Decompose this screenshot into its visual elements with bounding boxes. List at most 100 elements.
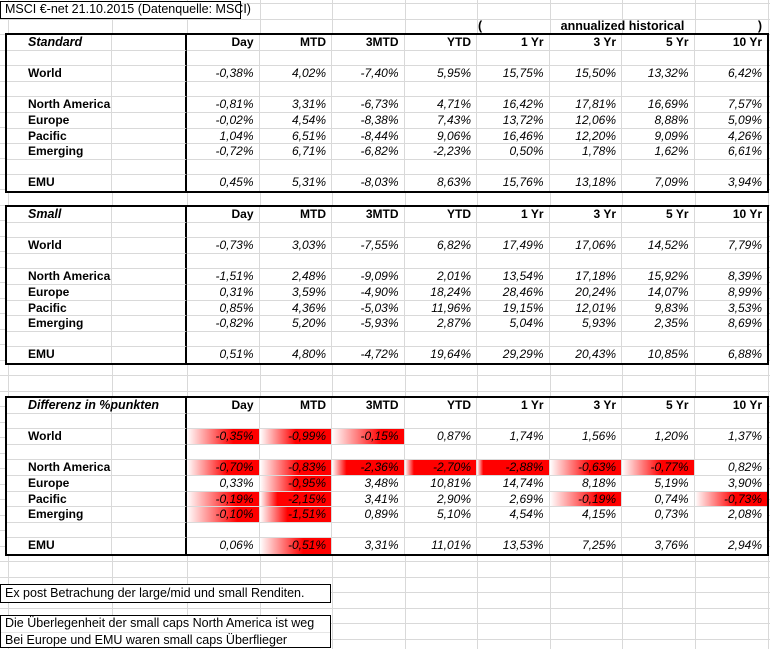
empty-cell[interactable] bbox=[112, 316, 187, 332]
value-cell[interactable]: 3,48% bbox=[332, 475, 405, 492]
empty-cell[interactable] bbox=[477, 222, 550, 239]
value-cell[interactable]: 5,10% bbox=[404, 507, 477, 523]
empty-cell[interactable] bbox=[549, 522, 622, 539]
value-cell[interactable]: 7,57% bbox=[694, 97, 767, 113]
value-cell[interactable]: 4,71% bbox=[404, 97, 477, 113]
value-cell[interactable]: 2,48% bbox=[259, 269, 332, 285]
table-title-cell[interactable]: Differenz in %punkten bbox=[7, 398, 159, 414]
empty-cell[interactable] bbox=[7, 222, 112, 239]
value-cell[interactable]: 7,25% bbox=[550, 538, 622, 554]
empty-cell[interactable] bbox=[112, 207, 187, 223]
value-cell[interactable]: 6,42% bbox=[694, 66, 767, 82]
column-header-cell[interactable]: 10 Yr bbox=[694, 398, 767, 414]
empty-cell[interactable] bbox=[549, 50, 622, 67]
empty-cell[interactable] bbox=[477, 522, 550, 539]
empty-cell[interactable] bbox=[112, 253, 187, 270]
value-cell[interactable]: 15,50% bbox=[549, 66, 622, 82]
empty-cell[interactable] bbox=[694, 445, 767, 461]
value-cell[interactable]: -0,73% bbox=[187, 238, 260, 254]
value-cell[interactable]: -8,03% bbox=[332, 175, 405, 191]
value-cell[interactable]: 4,36% bbox=[259, 300, 332, 317]
value-cell[interactable]: -0,35% bbox=[187, 429, 260, 445]
value-cell[interactable]: 12,01% bbox=[549, 300, 622, 317]
empty-cell[interactable] bbox=[112, 112, 187, 129]
empty-cell[interactable] bbox=[549, 222, 622, 239]
column-header-cell[interactable]: 10 Yr bbox=[694, 207, 767, 223]
value-cell[interactable]: -0,82% bbox=[187, 316, 260, 332]
value-cell[interactable]: 0,85% bbox=[187, 300, 260, 317]
empty-cell[interactable] bbox=[622, 50, 695, 67]
empty-cell[interactable] bbox=[112, 300, 187, 317]
empty-cell[interactable] bbox=[549, 159, 622, 176]
value-cell[interactable]: 15,76% bbox=[477, 175, 550, 191]
value-cell[interactable]: 15,92% bbox=[622, 269, 695, 285]
value-cell[interactable]: 0,87% bbox=[404, 429, 477, 445]
empty-cell[interactable] bbox=[332, 50, 405, 67]
empty-cell[interactable] bbox=[332, 253, 405, 270]
value-cell[interactable]: 6,88% bbox=[727, 347, 762, 362]
row-label-cell[interactable]: Europe bbox=[7, 284, 112, 301]
empty-cell[interactable] bbox=[259, 331, 332, 348]
empty-cell[interactable] bbox=[259, 444, 332, 461]
value-cell[interactable]: 7,79% bbox=[694, 238, 767, 254]
value-cell[interactable]: -2,70% bbox=[404, 460, 477, 476]
value-cell[interactable]: 5,09% bbox=[694, 113, 767, 129]
empty-cell[interactable] bbox=[7, 413, 112, 430]
empty-cell[interactable] bbox=[332, 222, 405, 239]
value-cell[interactable]: 13,72% bbox=[477, 112, 550, 129]
value-cell[interactable]: -0,83% bbox=[259, 460, 332, 476]
value-cell[interactable]: 12,06% bbox=[549, 112, 622, 129]
value-cell[interactable]: 0,73% bbox=[622, 507, 695, 523]
value-cell[interactable]: -7,40% bbox=[332, 66, 405, 82]
empty-cell[interactable] bbox=[7, 331, 112, 348]
empty-cell[interactable] bbox=[404, 50, 477, 67]
row-label-cell[interactable]: Emerging bbox=[7, 316, 112, 332]
empty-cell[interactable] bbox=[694, 523, 767, 539]
value-cell[interactable]: 10,81% bbox=[404, 475, 477, 492]
empty-cell[interactable] bbox=[112, 522, 187, 539]
empty-cell[interactable] bbox=[112, 460, 187, 476]
empty-cell[interactable] bbox=[332, 522, 405, 539]
value-cell[interactable]: 8,63% bbox=[405, 175, 477, 191]
value-cell[interactable]: 16,42% bbox=[477, 97, 550, 113]
empty-cell[interactable] bbox=[694, 254, 767, 270]
column-header-cell[interactable]: MTD bbox=[259, 398, 332, 414]
value-cell[interactable]: -2,36% bbox=[332, 460, 405, 476]
value-cell[interactable]: 11,01% bbox=[405, 538, 477, 554]
value-cell[interactable]: 6,51% bbox=[259, 128, 332, 145]
row-label-cell[interactable]: Pacific bbox=[7, 128, 112, 145]
empty-cell[interactable] bbox=[112, 238, 187, 254]
value-cell[interactable]: 3,41% bbox=[332, 491, 405, 508]
value-cell[interactable]: -2,23% bbox=[404, 144, 477, 160]
column-header-cell[interactable]: Day bbox=[187, 398, 260, 414]
value-cell[interactable]: 0,06% bbox=[187, 538, 260, 554]
empty-cell[interactable] bbox=[622, 331, 695, 348]
row-label-cell[interactable]: World bbox=[7, 66, 112, 82]
empty-cell[interactable] bbox=[112, 81, 187, 98]
value-cell[interactable]: 2,08% bbox=[694, 507, 767, 523]
empty-cell[interactable] bbox=[477, 413, 550, 430]
empty-cell[interactable] bbox=[7, 522, 112, 539]
empty-cell[interactable] bbox=[259, 222, 332, 239]
empty-cell[interactable] bbox=[187, 413, 260, 430]
empty-cell[interactable] bbox=[187, 159, 260, 176]
empty-cell[interactable] bbox=[112, 413, 187, 430]
column-header-cell[interactable]: Day bbox=[187, 207, 260, 223]
empty-cell[interactable] bbox=[622, 413, 695, 430]
value-cell[interactable]: -0,19% bbox=[187, 491, 260, 508]
value-cell[interactable]: 14,07% bbox=[622, 284, 695, 301]
column-header-cell[interactable]: 1 Yr bbox=[477, 35, 550, 51]
column-header-cell[interactable]: 5 Yr bbox=[622, 207, 695, 223]
column-header-cell[interactable]: 3 Yr bbox=[549, 398, 622, 414]
value-cell[interactable]: 1,20% bbox=[622, 429, 695, 445]
column-header-cell[interactable]: Day bbox=[187, 35, 260, 51]
empty-cell[interactable] bbox=[694, 160, 767, 176]
empty-cell[interactable] bbox=[112, 159, 187, 176]
value-cell[interactable]: 3,53% bbox=[694, 301, 767, 317]
value-cell[interactable]: 4,54% bbox=[259, 112, 332, 129]
row-label-cell[interactable]: Emerging bbox=[7, 507, 112, 523]
value-cell[interactable]: 1,04% bbox=[187, 128, 260, 145]
value-cell[interactable]: 1,56% bbox=[549, 429, 622, 445]
empty-cell[interactable] bbox=[112, 538, 187, 554]
empty-cell[interactable] bbox=[694, 51, 767, 67]
